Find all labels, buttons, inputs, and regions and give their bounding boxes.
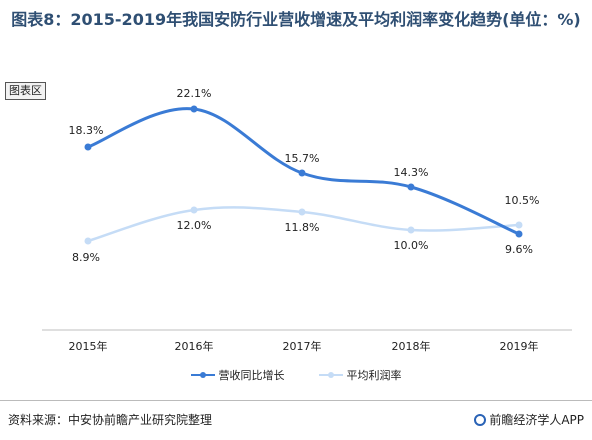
legend: 营收同比增长 平均利润率: [0, 367, 592, 383]
legend-item-revenue: 营收同比增长: [190, 367, 285, 383]
point-revenue-3: [407, 183, 415, 191]
brand-name: 前瞻经济学人APP: [489, 413, 584, 427]
point-margin-1: [190, 206, 198, 214]
data-label-revenue-0: 18.3%: [69, 124, 104, 137]
point-margin-4: [515, 221, 523, 229]
x-tick-label-3: 2018年: [392, 339, 431, 353]
data-label-margin-3: 10.0%: [394, 239, 429, 252]
data-label-revenue-1: 22.1%: [177, 87, 212, 100]
x-tick-label-0: 2015年: [69, 339, 108, 353]
data-label-revenue-2: 15.7%: [285, 152, 320, 165]
brand-logo-icon: [474, 413, 487, 426]
point-margin-2: [298, 208, 306, 216]
point-margin-3: [407, 226, 415, 234]
legend-item-margin: 平均利润率: [318, 367, 402, 383]
x-tick-label-2: 2017年: [283, 339, 322, 353]
legend-swatch-revenue: [190, 370, 215, 380]
point-revenue-1: [190, 105, 198, 113]
x-tick-label-1: 2016年: [175, 339, 214, 353]
brand: 前瞻经济学人APP: [474, 411, 584, 428]
data-label-revenue-3: 14.3%: [394, 166, 429, 179]
chart-area-chip: 图表区: [5, 82, 46, 100]
x-tick-label-4: 2019年: [500, 339, 539, 353]
data-label-margin-4: 10.5%: [505, 194, 540, 207]
footer: 资料来源：中安协前瞻产业研究院整理 前瞻经济学人APP: [0, 400, 592, 440]
point-margin-0: [84, 237, 92, 245]
source-note: 资料来源：中安协前瞻产业研究院整理: [8, 413, 213, 427]
chart-title: 图表8：2015-2019年我国安防行业营收增速及平均利润率变化趋势(单位：%): [11, 10, 581, 29]
data-label-margin-0: 8.9%: [72, 251, 100, 264]
point-revenue-0: [84, 143, 92, 151]
point-revenue-4: [515, 230, 523, 238]
data-label-margin-1: 12.0%: [177, 219, 212, 232]
legend-label-revenue: 营收同比增长: [218, 369, 285, 382]
point-revenue-2: [298, 169, 306, 177]
data-label-margin-2: 11.8%: [285, 221, 320, 234]
legend-swatch-margin: [318, 370, 343, 380]
line-chart: 18.3% 22.1% 15.7% 14.3% 9.6% 8.9% 12.0% 11.8% 10…: [42, 87, 572, 353]
legend-label-margin: 平均利润率: [346, 369, 402, 382]
data-label-revenue-4: 9.6%: [505, 243, 533, 256]
